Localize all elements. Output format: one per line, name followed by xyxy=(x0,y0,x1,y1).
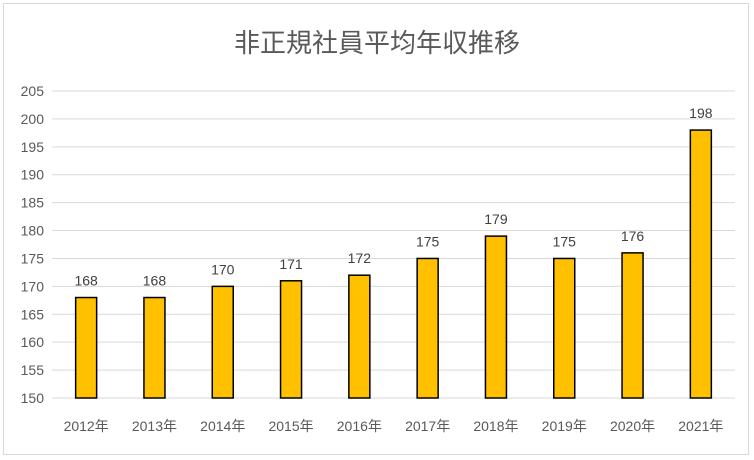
x-axis-ticks: 2012年 2013年 2014年 2015年 2016年 2017年 2018年 2019年… xyxy=(64,418,724,434)
y-tick-label: 180 xyxy=(21,223,45,239)
y-tick-label: 165 xyxy=(21,306,45,322)
x-tick-label: 2021年 xyxy=(678,418,723,434)
x-tick-label: 2015年 xyxy=(268,418,313,434)
data-label: 170 xyxy=(211,261,235,277)
y-tick-label: 155 xyxy=(21,362,45,378)
bar xyxy=(74,296,98,399)
x-tick-label: 2014年 xyxy=(200,418,245,434)
data-label: 168 xyxy=(74,273,98,289)
y-tick-label: 185 xyxy=(21,195,45,211)
data-label: 172 xyxy=(348,250,372,266)
data-label: 198 xyxy=(689,105,713,121)
grid-lines xyxy=(52,90,735,399)
x-tick-label: 2020年 xyxy=(610,418,655,434)
bar xyxy=(621,252,644,399)
y-tick-label: 150 xyxy=(21,390,45,406)
bars xyxy=(74,129,713,399)
data-label: 168 xyxy=(143,273,167,289)
data-labels: 168 168 170 171 172 175 179 175 176 198 xyxy=(74,105,712,288)
y-tick-label: 160 xyxy=(21,334,45,350)
data-label: 175 xyxy=(416,233,440,249)
data-label: 175 xyxy=(553,233,577,249)
x-tick-label: 2019年 xyxy=(542,418,587,434)
data-label: 176 xyxy=(621,228,645,244)
bar xyxy=(689,129,713,399)
y-tick-label: 200 xyxy=(21,111,45,127)
x-tick-label: 2012年 xyxy=(64,418,109,434)
bar xyxy=(553,257,576,399)
bar xyxy=(416,257,439,399)
bar xyxy=(279,280,303,399)
y-tick-label: 195 xyxy=(21,139,45,155)
y-axis-ticks: 150 155 160 165 170 175 180 185 190 195 200 205 xyxy=(21,83,45,406)
x-tick-label: 2017年 xyxy=(405,418,450,434)
bar xyxy=(484,235,508,399)
y-tick-label: 170 xyxy=(21,278,45,294)
data-label: 179 xyxy=(484,211,508,227)
bar xyxy=(143,296,166,399)
x-tick-label: 2013年 xyxy=(132,418,177,434)
data-label: 171 xyxy=(279,256,303,272)
bar xyxy=(211,285,234,399)
chart-title: 非正規社員平均年収推移 xyxy=(234,29,520,59)
y-tick-label: 190 xyxy=(21,167,45,183)
bar xyxy=(348,274,371,399)
y-tick-label: 175 xyxy=(21,250,45,266)
y-tick-label: 205 xyxy=(21,83,45,99)
x-tick-label: 2016年 xyxy=(337,418,382,434)
x-tick-label: 2018年 xyxy=(473,418,518,434)
